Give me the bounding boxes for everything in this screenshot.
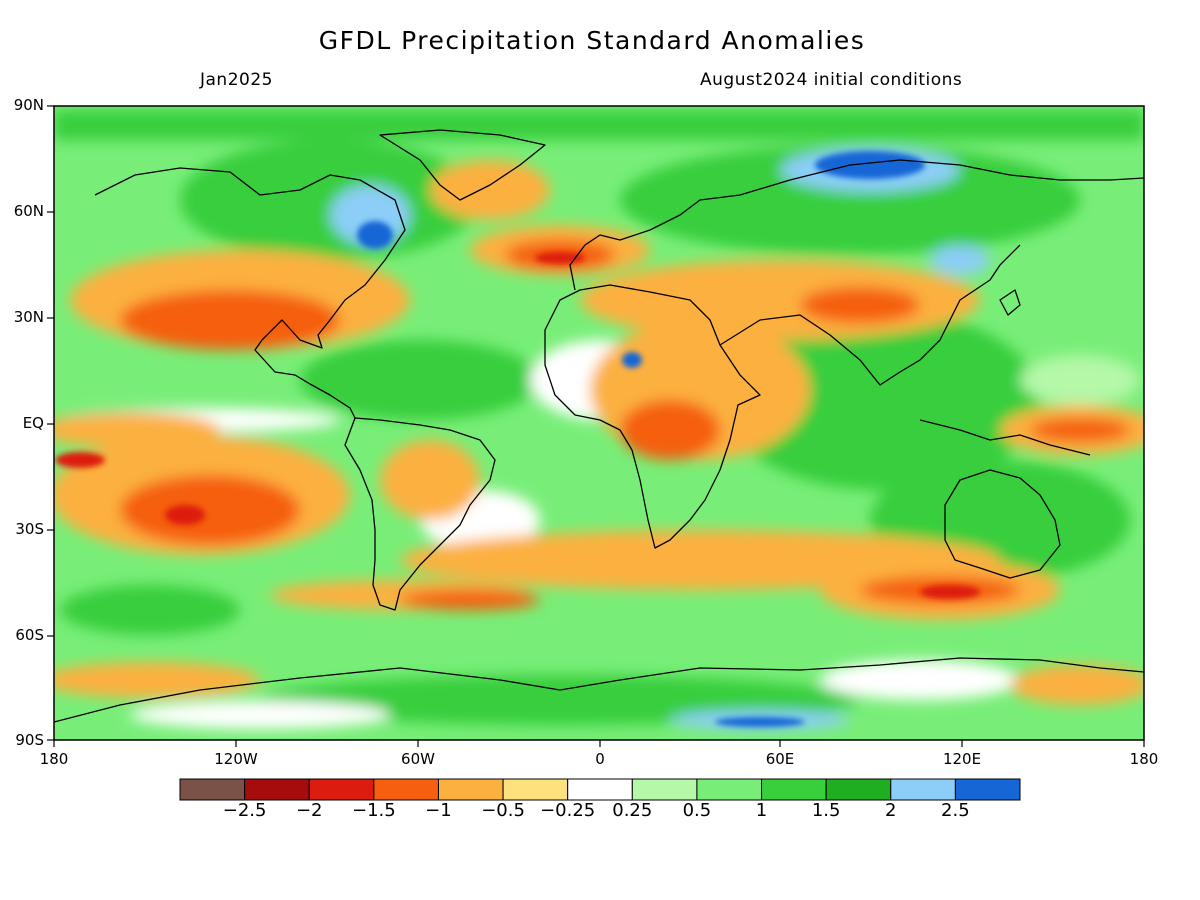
lat-label-90s: 90S bbox=[15, 731, 44, 749]
legend-swatch bbox=[373, 778, 439, 801]
lon-label-60e: 60E bbox=[765, 750, 795, 768]
lat-label-eq: EQ bbox=[22, 414, 44, 432]
legend-label: 1.5 bbox=[811, 800, 841, 821]
legend-swatch bbox=[567, 778, 633, 801]
legend-swatch bbox=[631, 778, 698, 801]
chart-title: GFDL Precipitation Standard Anomalies bbox=[318, 26, 866, 55]
legend-swatch bbox=[890, 778, 956, 801]
lon-label-120e: 120E bbox=[942, 750, 982, 768]
lat-label-30n: 30N bbox=[13, 308, 44, 326]
legend-label: −0.25 bbox=[540, 800, 596, 821]
legend-swatch bbox=[244, 778, 310, 801]
lon-label-60w: 60W bbox=[401, 750, 435, 768]
legend-label: 2.5 bbox=[941, 800, 970, 821]
legend-swatch bbox=[502, 778, 569, 801]
legend-label: −2 bbox=[295, 800, 323, 821]
legend-swatch bbox=[954, 778, 1021, 801]
legend-label: −0.5 bbox=[481, 800, 525, 821]
anomaly-field bbox=[54, 106, 1144, 740]
legend-label: 0.5 bbox=[682, 800, 712, 821]
map-frame bbox=[53, 105, 1145, 741]
legend-label: 0.25 bbox=[612, 800, 653, 821]
lon-label-180w: 180 bbox=[39, 750, 69, 768]
legend-swatch bbox=[825, 778, 892, 801]
lat-label-60s: 60S bbox=[15, 626, 44, 644]
lat-label-60n: 60N bbox=[13, 202, 44, 220]
legend-label: 1 bbox=[755, 800, 768, 821]
coastlines bbox=[54, 129, 1144, 723]
lon-label-120w: 120W bbox=[214, 750, 258, 768]
lon-label-0: 0 bbox=[595, 750, 605, 768]
legend-swatch bbox=[761, 778, 827, 801]
lat-label-30s: 30S bbox=[15, 520, 44, 538]
valid-month-label: Jan2025 bbox=[200, 70, 273, 90]
axis-ticks bbox=[47, 105, 1145, 747]
initial-conditions-label: August2024 initial conditions bbox=[700, 70, 963, 90]
legend-label: −1 bbox=[425, 800, 452, 821]
legend-label: −1.5 bbox=[351, 800, 396, 821]
legend-swatch bbox=[308, 778, 375, 801]
lat-label-90n: 90N bbox=[13, 96, 44, 114]
legend-swatch bbox=[696, 778, 763, 801]
legend-swatch bbox=[437, 778, 504, 801]
legend-label: 2 bbox=[885, 800, 897, 821]
legend-label: −2.5 bbox=[222, 800, 267, 821]
lon-label-180e: 180 bbox=[1129, 750, 1159, 768]
legend-swatch bbox=[179, 778, 246, 801]
